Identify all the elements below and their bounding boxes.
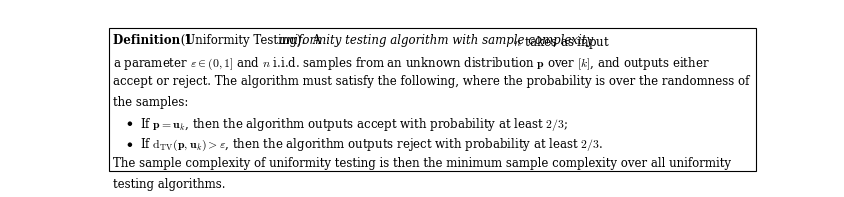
Text: The sample complexity of uniformity testing is then the minimum sample complexit: The sample complexity of uniformity test… [113,157,732,170]
Text: Definition 1: Definition 1 [113,34,192,47]
Text: the samples:: the samples: [113,96,189,109]
Text: uniformity testing algorithm with sample complexity: uniformity testing algorithm with sample… [279,34,593,47]
Text: If $\mathrm{d}_{\mathrm{TV}}(\mathbf{p}, \mathbf{u}_k) > \varepsilon$, then the : If $\mathrm{d}_{\mathrm{TV}}(\mathbf{p},… [139,137,603,153]
Text: accept or reject. The algorithm must satisfy the following, where the probabilit: accept or reject. The algorithm must sat… [113,75,749,88]
Text: $\bullet$: $\bullet$ [127,116,133,129]
Text: $n$ takes as input: $n$ takes as input [511,34,610,51]
Text: testing algorithms.: testing algorithms. [113,178,226,191]
FancyBboxPatch shape [109,28,755,171]
Text: (Uniformity Testing).  A: (Uniformity Testing). A [177,34,325,47]
Text: a parameter $\varepsilon \in (0, 1]$ and $n$ i.i.d. samples from an unknown dist: a parameter $\varepsilon \in (0, 1]$ and… [113,55,710,72]
Text: $\bullet$: $\bullet$ [127,137,133,150]
Text: If $\mathbf{p} = \mathbf{u}_k$, then the algorithm outputs accept with probabili: If $\mathbf{p} = \mathbf{u}_k$, then the… [139,116,568,133]
